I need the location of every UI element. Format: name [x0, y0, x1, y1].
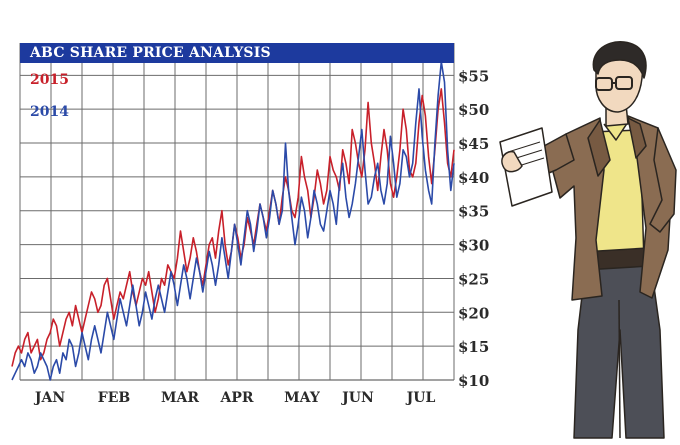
y-tick-label: $50 [458, 101, 489, 119]
y-tick-label: $35 [458, 203, 489, 221]
legend-2015: 2015 [30, 72, 69, 88]
chart-title-bar [20, 43, 454, 63]
x-tick-label: MAR [161, 390, 199, 406]
y-tick-label: $15 [458, 338, 489, 356]
y-tick-label: $10 [458, 372, 489, 390]
series-line-2015 [11, 88, 455, 367]
x-tick-label: FEB [98, 390, 131, 406]
x-tick-label: JUN [340, 390, 374, 406]
y-tick-label: $30 [458, 237, 489, 255]
chart-title: ABC SHARE PRICE ANALYSIS [30, 45, 271, 61]
y-axis-labels: $10 $15 $20 $25 $30 $35 $40 $45 $50 $55 [458, 67, 489, 390]
series-line-2014 [11, 60, 455, 381]
x-tick-label: JAN [33, 390, 65, 406]
y-tick-label: $25 [458, 270, 489, 288]
man-reading-document-illustration [499, 41, 677, 439]
y-tick-label: $20 [458, 304, 489, 322]
chart-grid [19, 43, 455, 381]
legend-2014: 2014 [30, 104, 69, 120]
y-tick-label: $40 [458, 169, 489, 187]
y-tick-label: $45 [458, 135, 489, 153]
y-tick-label: $55 [458, 67, 489, 85]
series-layer [11, 60, 455, 381]
x-tick-label: MAY [284, 390, 321, 406]
x-tick-label: JUL [405, 390, 436, 406]
x-tick-label: APR [219, 390, 253, 406]
x-axis-labels: JAN FEB MAR APR MAY JUN JUL [33, 390, 436, 406]
